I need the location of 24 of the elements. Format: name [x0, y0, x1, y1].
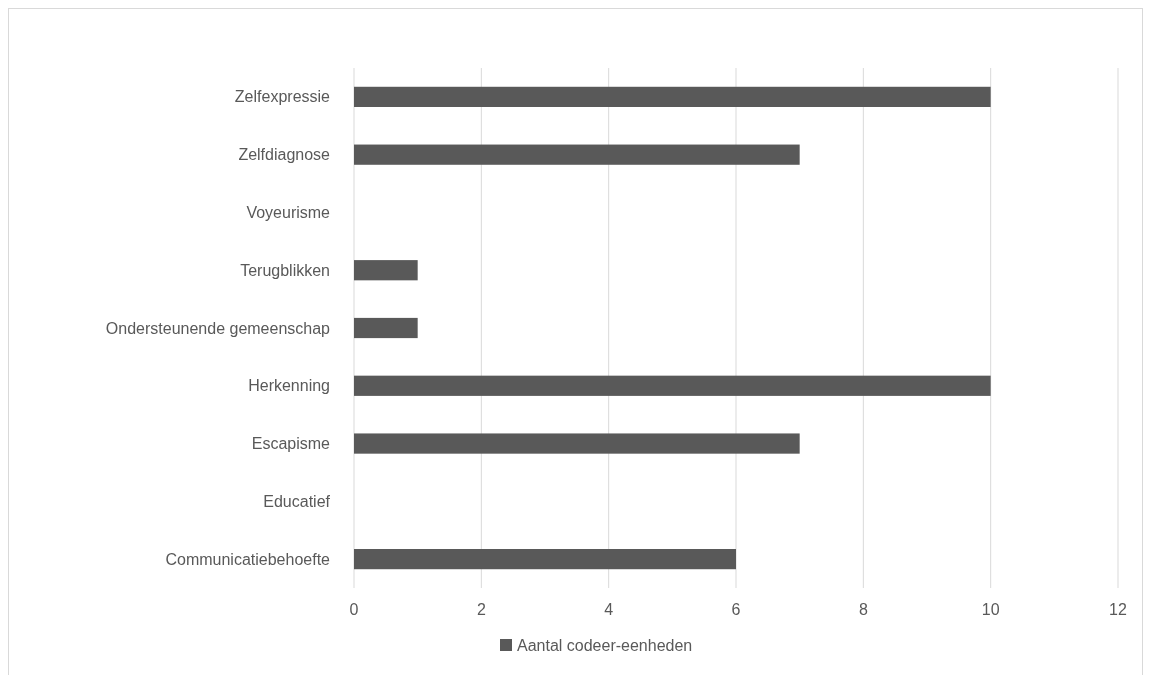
- x-tick-label: 8: [858, 601, 868, 618]
- bar: [354, 549, 736, 570]
- y-tick-label: Voyeurisme: [246, 204, 331, 222]
- x-tick-label: 2: [476, 601, 486, 618]
- bar: [354, 86, 991, 107]
- x-tick-label: 12: [1109, 601, 1127, 618]
- y-tick-label: Escapisme: [251, 435, 331, 453]
- y-tick-label: Zelfdiagnose: [238, 146, 331, 164]
- legend-label: Aantal codeer-eenheden: [517, 636, 693, 654]
- y-tick-label: Ondersteunende gemeenschap: [105, 319, 331, 337]
- y-tick-label: Communicatiebehoefte: [165, 550, 331, 568]
- bar: [354, 144, 800, 165]
- bar: [354, 433, 800, 454]
- x-tick-label: 6: [731, 601, 741, 618]
- bar: [354, 317, 418, 339]
- x-tick-label: 4: [604, 601, 614, 618]
- y-tick-label: Herkenning: [248, 377, 330, 395]
- x-tick-label: 10: [981, 601, 1000, 618]
- y-tick-label: Zelfexpressie: [234, 88, 331, 106]
- bar: [354, 375, 991, 396]
- y-tick-label: Educatief: [263, 492, 331, 510]
- x-tick-label: 0: [349, 601, 359, 618]
- y-tick-label: Terugblikken: [240, 261, 330, 279]
- bar: [354, 260, 418, 281]
